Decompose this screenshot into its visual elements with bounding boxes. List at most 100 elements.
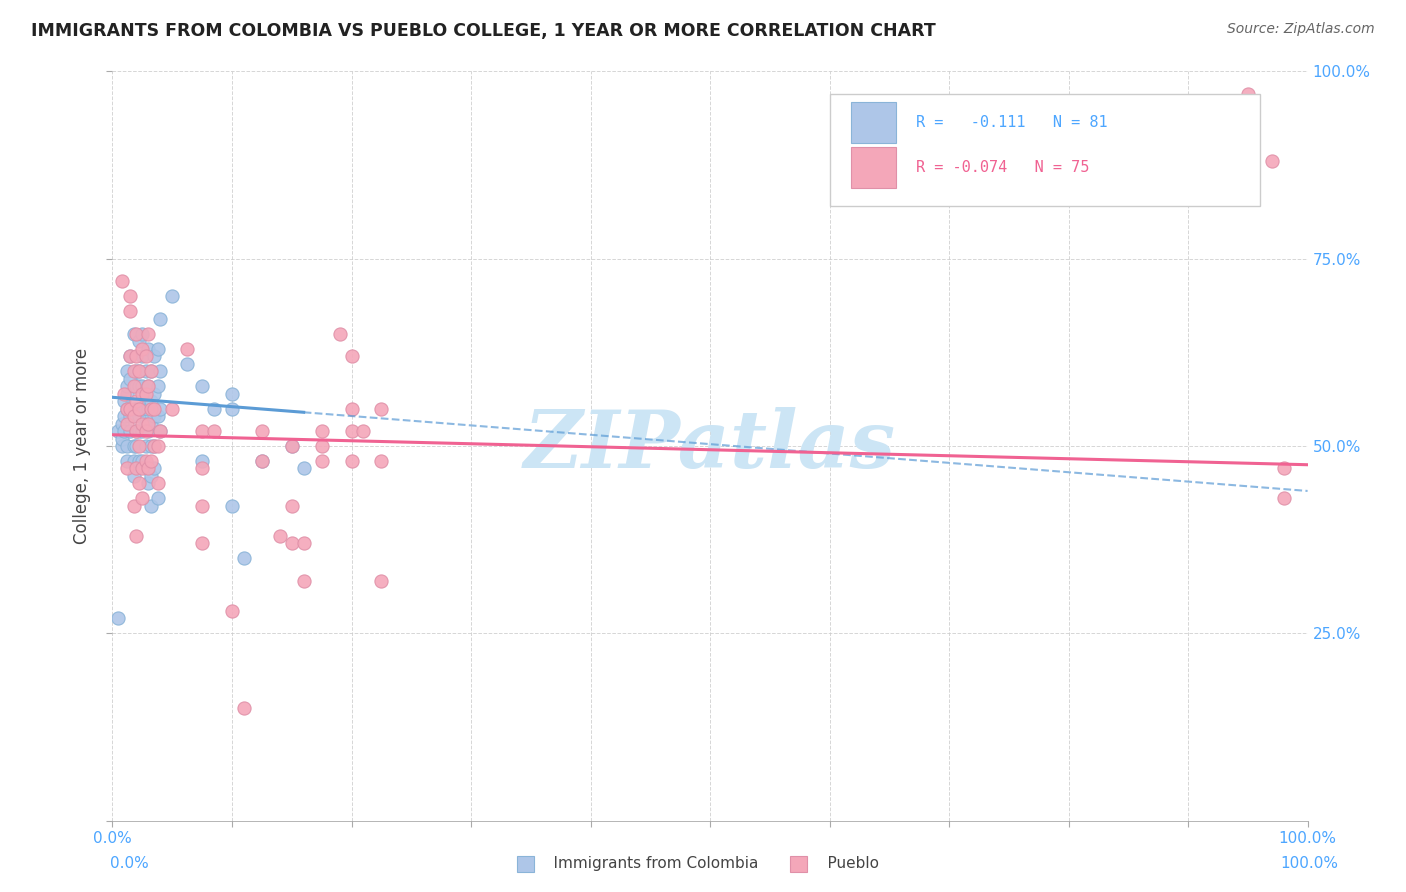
Point [120,304,142,318]
Point [143,409,166,423]
Point [1272,461,1295,475]
Point [125,424,148,438]
Point [138,379,160,393]
Text: Pueblo: Pueblo [808,856,879,871]
Point [131,401,153,416]
Point [191,499,214,513]
Point [191,454,214,468]
Point [370,401,392,416]
Point [131,342,153,356]
Point [125,529,148,543]
Point [191,461,214,475]
Point [149,364,172,378]
Point [125,349,148,363]
Point [128,409,150,423]
Point [120,424,142,438]
Point [250,454,273,468]
Point [138,476,160,491]
Point [135,461,157,475]
Point [111,439,134,453]
Text: R =   -0.111   N = 81: R = -0.111 N = 81 [915,115,1107,130]
Point [122,326,145,341]
Point [125,424,148,438]
Point [139,499,162,513]
Point [146,439,169,453]
Point [149,311,172,326]
Point [114,394,135,409]
Point [125,439,148,453]
Point [370,574,392,588]
Point [143,349,166,363]
FancyBboxPatch shape [851,146,897,188]
Point [138,417,160,431]
Point [138,401,160,416]
Point [122,499,145,513]
Point [115,401,138,416]
Point [131,454,153,468]
Point [162,401,183,416]
Point [139,364,162,378]
Point [139,417,162,431]
Point [131,386,153,401]
Point [269,529,291,543]
Point [128,424,150,438]
Text: 0.0%: 0.0% [110,856,149,871]
FancyBboxPatch shape [851,102,897,143]
Point [120,409,142,423]
Point [139,394,162,409]
Point [233,701,256,715]
Text: Source: ZipAtlas.com: Source: ZipAtlas.com [1227,22,1375,37]
Point [122,409,145,423]
Point [281,439,304,453]
Point [250,424,273,438]
Point [311,454,333,468]
Point [115,439,138,453]
Point [1261,154,1284,169]
Point [138,326,160,341]
Point [125,461,148,475]
Point [340,454,363,468]
Point [115,379,138,393]
Point [149,424,172,438]
Point [125,401,148,416]
Point [120,401,142,416]
Point [128,364,150,378]
Point [139,439,162,453]
Point [146,409,169,423]
Point [114,386,135,401]
Point [138,379,160,393]
Point [122,469,145,483]
Point [128,401,150,416]
Point [311,424,333,438]
Point [125,379,148,393]
Point [146,379,169,393]
Point [131,417,153,431]
Point [114,424,135,438]
Point [233,551,256,566]
Point [135,386,157,401]
Point [191,424,214,438]
Point [281,499,304,513]
Point [139,454,162,468]
Point [138,424,160,438]
Point [340,349,363,363]
Text: 100.0%: 100.0% [1281,856,1339,871]
Point [340,401,363,416]
Point [107,611,129,625]
Point [370,454,392,468]
Point [122,454,145,468]
Point [131,326,153,341]
Point [125,326,148,341]
Point [143,461,166,475]
Text: R = -0.074   N = 75: R = -0.074 N = 75 [915,160,1090,175]
Point [1272,491,1295,506]
Point [191,536,214,550]
Point [128,454,150,468]
Point [125,394,148,409]
Text: IMMIGRANTS FROM COLOMBIA VS PUEBLO COLLEGE, 1 YEAR OR MORE CORRELATION CHART: IMMIGRANTS FROM COLOMBIA VS PUEBLO COLLE… [31,22,935,40]
Point [143,386,166,401]
Point [340,424,363,438]
Point [114,409,135,423]
Point [135,349,157,363]
Point [143,401,166,416]
